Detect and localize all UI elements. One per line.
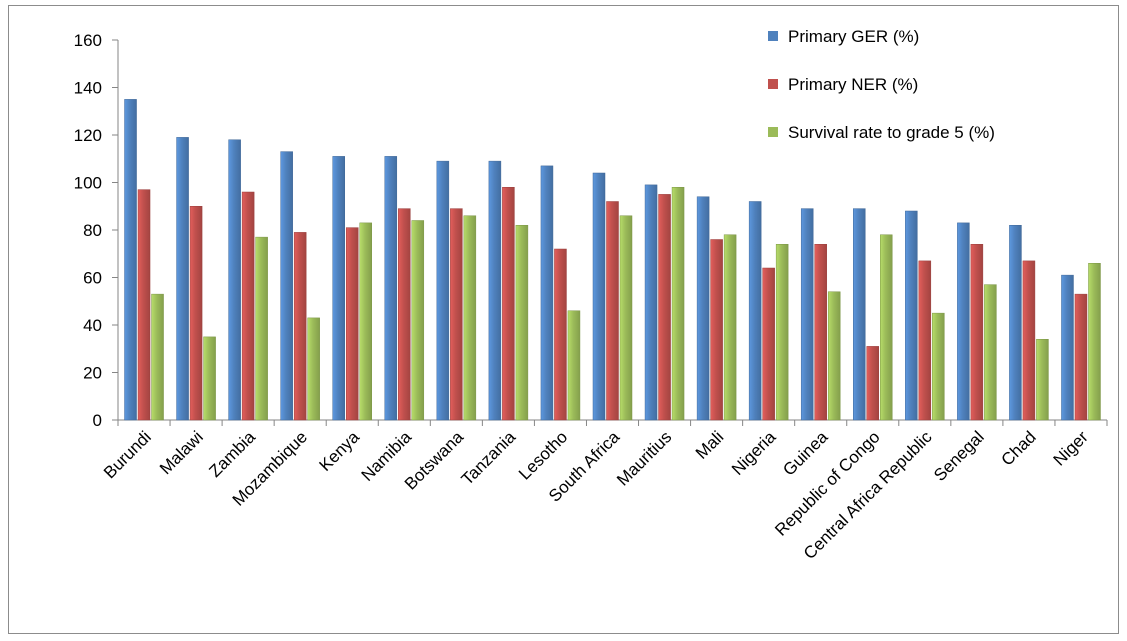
legend-label: Primary GER (%) [788,27,919,46]
bar-ger-malawi [177,137,189,420]
bar-survival-mali [724,235,736,420]
y-tick-label: 160 [74,31,102,50]
bar-survival-lesotho [568,311,580,420]
bar-ger-republic-of-congo [853,209,865,420]
bar-ner-central-africa-republic [919,261,931,420]
y-tick-label: 140 [74,79,102,98]
bar-ner-mozambique [294,232,306,420]
bar-ner-guinea [815,244,827,420]
bar-survival-zambia [256,237,268,420]
bar-ner-tanzania [502,187,514,420]
x-tick-label: Tanzania [458,427,520,489]
bar-ger-south-africa [593,173,605,420]
legend-swatch [768,127,778,137]
bar-ger-niger [1061,275,1073,420]
y-tick-label: 60 [83,269,102,288]
bar-ner-burundi [138,190,150,420]
y-tick-label: 80 [83,221,102,240]
bar-ger-lesotho [541,166,553,420]
y-axis: 0 20 40 60 80 100 120 140 160 [74,31,118,430]
bar-ner-nigeria [763,268,775,420]
bar-survival-central-africa-republic [932,313,944,420]
x-tick-label: Burundi [100,427,155,482]
bar-survival-kenya [360,223,372,420]
x-tick-label: Senegal [930,427,988,485]
bar-ner-chad [1023,261,1035,420]
bar-survival-malawi [204,337,216,420]
bar-survival-mozambique [308,318,320,420]
y-tick-label: 40 [83,316,102,335]
x-tick-label: Niger [1050,427,1092,469]
bar-survival-tanzania [516,225,528,420]
bar-ger-guinea [801,209,813,420]
bar-ner-botswana [450,209,462,420]
bar-survival-nigeria [776,244,788,420]
bar-ger-mozambique [281,152,293,420]
bar-ner-zambia [242,192,254,420]
bar-ger-mauritius [645,185,657,420]
bar-ner-mauritius [659,194,671,420]
y-tick-label: 100 [74,174,102,193]
bar-survival-senegal [984,285,996,420]
bar-ner-senegal [971,244,983,420]
legend-swatch [768,79,778,89]
x-tick-label: Chad [998,427,1040,469]
x-tick-label: Nigeria [728,427,780,479]
bar-ger-nigeria [749,202,761,421]
bar-ger-botswana [437,161,449,420]
bar-ger-zambia [229,140,241,420]
bar-ner-kenya [346,228,358,420]
bar-survival-mauritius [672,187,684,420]
x-tick-label: Guinea [779,427,832,480]
bar-survival-south-africa [620,216,632,420]
y-tick-label: 0 [93,411,102,430]
bar-survival-guinea [828,292,840,420]
legend: Primary GER (%) Primary NER (%) Survival r… [768,27,995,142]
bar-ner-republic-of-congo [867,346,879,420]
bar-ner-niger [1075,294,1087,420]
bar-survival-burundi [152,294,164,420]
bars-layer [125,99,1101,420]
bar-survival-niger [1088,263,1100,420]
x-tick-label: Mali [692,427,727,462]
bar-ger-senegal [957,223,969,420]
bar-ger-tanzania [489,161,501,420]
bar-survival-namibia [412,221,424,421]
bar-ger-mali [697,197,709,420]
bar-ger-burundi [125,99,137,420]
x-tick-label: Kenya [316,427,364,475]
bar-ner-lesotho [554,249,566,420]
bar-survival-chad [1036,339,1048,420]
bar-survival-republic-of-congo [880,235,892,420]
legend-label: Survival rate to grade 5 (%) [788,123,995,142]
bar-ner-mali [711,240,723,421]
x-axis [118,420,1107,426]
x-tick-label: Mauritius [613,427,675,489]
bar-ner-south-africa [607,202,619,421]
bar-survival-botswana [464,216,476,420]
bar-ger-kenya [333,156,345,420]
bar-ner-namibia [398,209,410,420]
y-tick-label: 120 [74,126,102,145]
bar-ger-chad [1009,225,1021,420]
bar-ner-malawi [190,206,202,420]
legend-label: Primary NER (%) [788,75,918,94]
legend-swatch [768,31,778,41]
x-tick-label: Malawi [156,427,207,478]
y-tick-label: 20 [83,364,102,383]
bar-ger-central-africa-republic [905,211,917,420]
bar-ger-namibia [385,156,397,420]
